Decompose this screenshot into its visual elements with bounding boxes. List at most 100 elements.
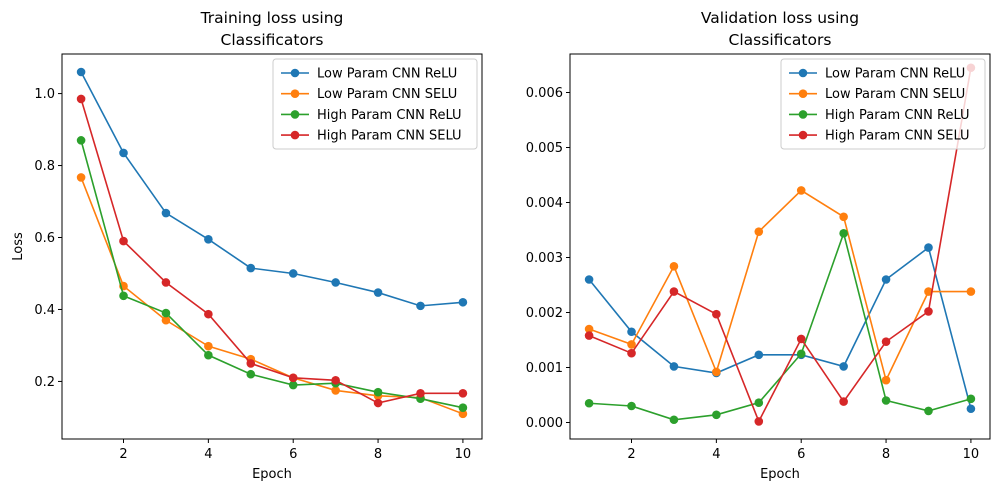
data-point <box>924 307 933 316</box>
data-point <box>161 208 171 218</box>
legend-label: Low Param CNN ReLU <box>317 67 457 82</box>
y-tick-label: 0.002 <box>526 306 563 321</box>
x-tick-label: 8 <box>374 447 382 462</box>
legend-marker <box>798 110 808 119</box>
series-line <box>80 98 463 404</box>
data-point <box>754 398 764 408</box>
legend-marker <box>798 89 808 98</box>
y-tick-label: 0.2 <box>34 375 55 390</box>
x-tick-label: 10 <box>455 447 472 462</box>
data-point <box>373 398 383 408</box>
data-point <box>288 380 298 390</box>
plot-frame <box>569 53 991 440</box>
x-tick-label: 10 <box>963 447 980 462</box>
data-point <box>416 301 425 311</box>
legend-label: Low Param CNN SELU <box>317 87 457 102</box>
legend-label: Low Param CNN ReLU <box>825 67 965 82</box>
y-tick-label: 0.005 <box>526 141 563 156</box>
series-line <box>80 177 464 415</box>
data-point <box>627 340 636 349</box>
data-point <box>161 315 171 325</box>
x-tick-label: 8 <box>882 447 890 462</box>
series-line <box>80 71 463 307</box>
data-point <box>966 404 976 414</box>
data-point <box>288 269 298 278</box>
legend-frame <box>780 58 986 150</box>
data-point <box>796 334 806 344</box>
data-point <box>458 389 468 398</box>
data-point <box>331 376 340 385</box>
x-tick-label: 4 <box>204 447 212 462</box>
legend-label: High Param CNN SELU <box>317 129 462 144</box>
series-line <box>588 246 972 409</box>
data-point <box>966 394 976 404</box>
legend-marker <box>290 110 300 119</box>
series-line <box>589 230 972 421</box>
data-point <box>161 308 171 318</box>
data-point <box>76 173 86 182</box>
data-point <box>712 367 721 377</box>
data-point <box>669 415 679 425</box>
data-point <box>839 212 848 222</box>
data-point <box>881 275 891 284</box>
data-point <box>796 186 806 195</box>
legend-frame <box>272 58 478 150</box>
legend-label: High Param CNN ReLU <box>825 108 970 123</box>
data-point <box>627 401 636 411</box>
data-point <box>669 362 679 371</box>
chart-title-line: Validation loss using <box>701 9 859 27</box>
x-tick-label: 6 <box>289 447 297 462</box>
legend-marker <box>290 89 300 98</box>
data-point <box>754 350 764 360</box>
plot-frame <box>61 53 483 440</box>
data-point <box>839 397 848 406</box>
chart-title-line: Classificators <box>221 31 324 49</box>
chart-title-line: Classificators <box>729 31 832 49</box>
data-point <box>204 309 213 319</box>
data-point <box>331 386 340 395</box>
data-point <box>119 148 128 158</box>
data-point <box>924 287 933 296</box>
data-point <box>924 406 933 416</box>
chart-title-line: Training loss using <box>200 9 344 27</box>
legend-marker <box>290 130 300 140</box>
data-point <box>373 387 383 397</box>
data-point <box>584 331 594 340</box>
data-point <box>627 348 636 358</box>
y-tick-label: 0.004 <box>526 196 563 211</box>
data-point <box>458 403 468 412</box>
data-point <box>924 243 933 252</box>
y-axis-label: Loss <box>11 232 26 261</box>
x-tick-label: 2 <box>627 447 635 462</box>
data-point <box>966 287 976 296</box>
x-tick-label: 2 <box>119 447 127 462</box>
series-line <box>588 189 971 383</box>
y-tick-label: 0.003 <box>526 251 563 266</box>
data-point <box>416 389 425 398</box>
data-point <box>627 327 636 337</box>
data-point <box>204 350 213 360</box>
data-point <box>669 262 679 271</box>
data-point <box>712 309 721 319</box>
x-tick-label: 6 <box>797 447 805 462</box>
validation-panel: Validation loss using Classificators 2 4 6 8 1… <box>526 9 991 482</box>
data-point <box>881 396 891 405</box>
y-tick-label: 0.6 <box>34 231 55 246</box>
y-tick-label: 1.0 <box>34 87 55 102</box>
series-line <box>80 140 464 409</box>
data-point <box>839 362 848 371</box>
legend-marker <box>798 68 808 78</box>
y-tick-label: 0.4 <box>34 303 55 318</box>
legend-marker <box>798 130 808 140</box>
data-point <box>881 375 891 385</box>
y-tick-label: 0.000 <box>526 416 563 431</box>
data-point <box>839 229 848 238</box>
data-point <box>288 373 298 383</box>
data-point <box>584 275 594 284</box>
data-point <box>712 410 721 420</box>
y-tick-label: 0.006 <box>526 86 563 101</box>
y-tick-label: 0.001 <box>526 361 563 376</box>
data-point <box>881 337 891 346</box>
data-point <box>204 235 213 244</box>
